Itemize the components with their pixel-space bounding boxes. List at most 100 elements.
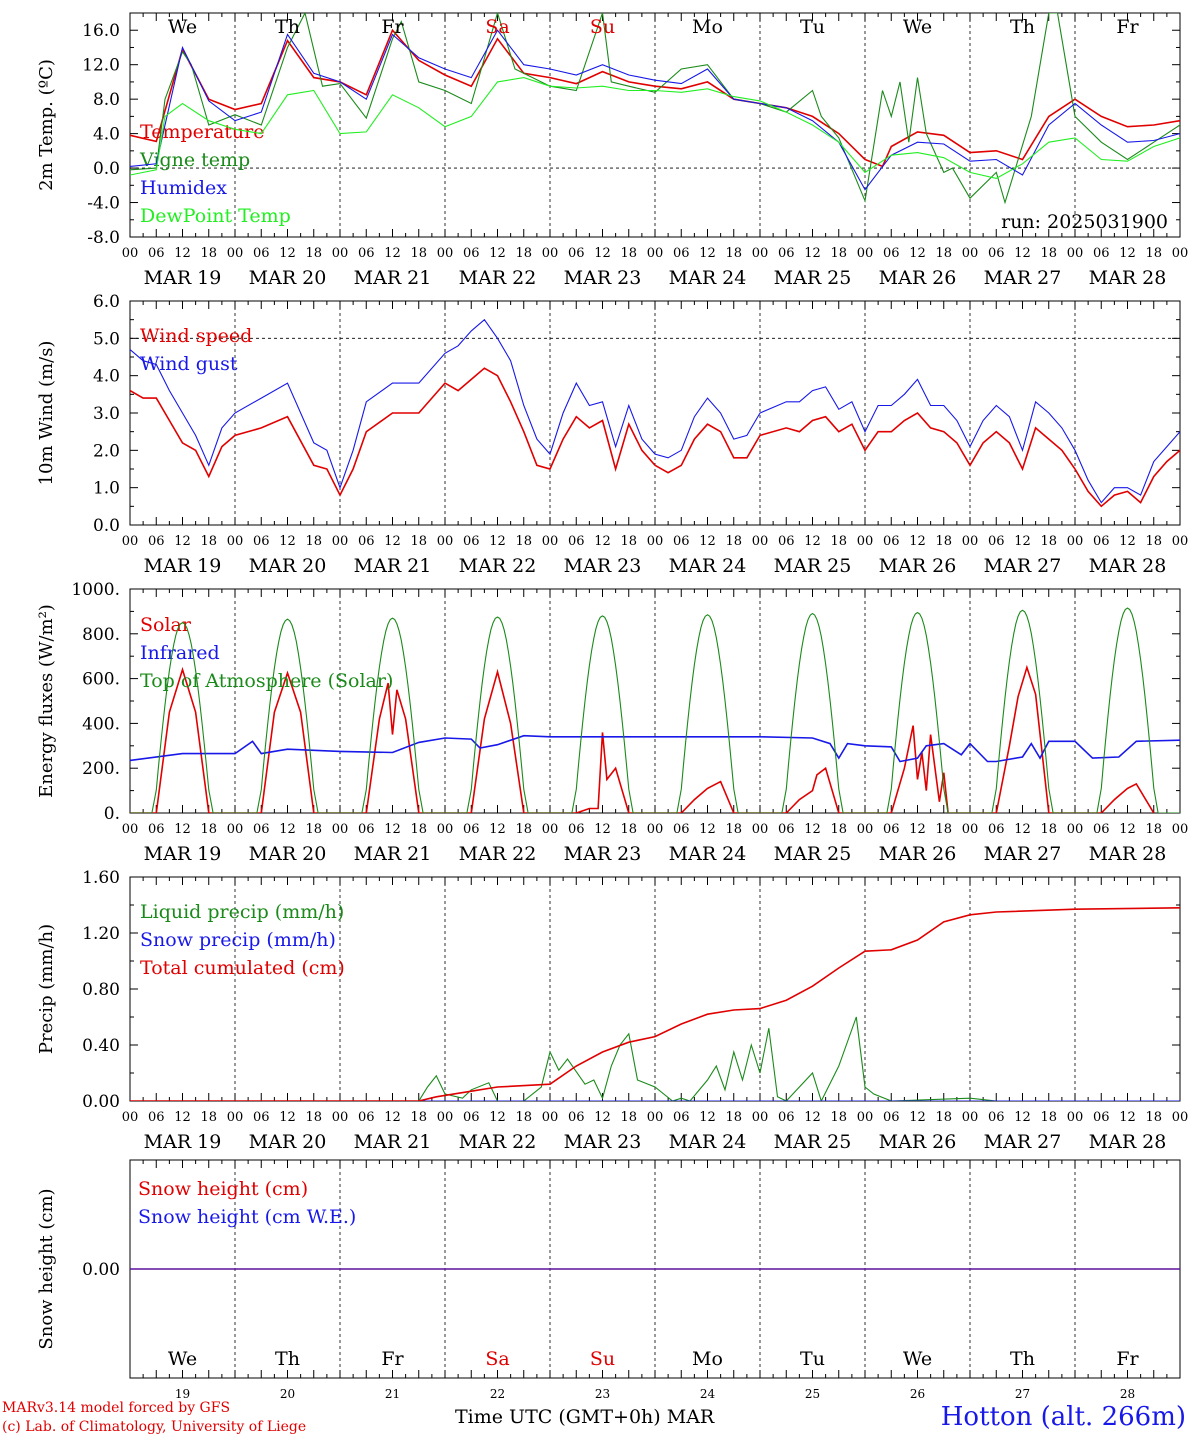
hour-tick-label: 06 bbox=[883, 534, 900, 549]
hour-tick-label: 18 bbox=[200, 822, 217, 837]
y-tick-label: 1.60 bbox=[82, 868, 120, 888]
legend-entry: Vigne temp bbox=[139, 149, 250, 171]
date-label: MAR 27 bbox=[984, 1131, 1062, 1153]
hour-tick-label: 00 bbox=[1067, 534, 1084, 549]
weekday-label: Sa bbox=[485, 16, 509, 38]
legend-entry: Solar bbox=[140, 614, 192, 636]
hour-tick-label: 18 bbox=[305, 822, 322, 837]
hour-tick-label: 06 bbox=[148, 534, 165, 549]
weekday-label: Fr bbox=[1116, 1348, 1139, 1370]
day-number-label: 21 bbox=[385, 1387, 400, 1401]
date-label: MAR 19 bbox=[144, 1131, 222, 1153]
hour-tick-label: 06 bbox=[673, 822, 690, 837]
hour-tick-label: 06 bbox=[463, 534, 480, 549]
hour-tick-label: 00 bbox=[647, 822, 664, 837]
hour-tick-label: 00 bbox=[122, 822, 139, 837]
day-number-label: 25 bbox=[805, 1387, 820, 1401]
hour-tick-label: 06 bbox=[568, 822, 585, 837]
hour-tick-label: 18 bbox=[830, 1110, 847, 1125]
hour-tick-label: 12 bbox=[384, 534, 401, 549]
day-number-label: 23 bbox=[595, 1387, 610, 1401]
hour-tick-label: 18 bbox=[200, 1110, 217, 1125]
weekday-label: Th bbox=[275, 16, 300, 38]
hour-tick-label: 12 bbox=[804, 534, 821, 549]
series-line-dewpoint-temp bbox=[130, 77, 1180, 179]
hour-tick-label: 06 bbox=[883, 822, 900, 837]
y-tick-label: 8.0 bbox=[93, 90, 120, 110]
weekday-label: Su bbox=[590, 1348, 615, 1370]
hour-tick-label: 12 bbox=[489, 534, 506, 549]
hour-tick-label: 12 bbox=[699, 1110, 716, 1125]
hour-tick-label: 00 bbox=[962, 246, 979, 261]
hour-tick-label: 18 bbox=[515, 246, 532, 261]
date-label: MAR 24 bbox=[669, 267, 747, 289]
hour-tick-label: 18 bbox=[515, 1110, 532, 1125]
date-label: MAR 28 bbox=[1089, 843, 1167, 865]
date-label: MAR 23 bbox=[564, 843, 642, 865]
day-number-label: 26 bbox=[910, 1387, 925, 1401]
hour-tick-label: 12 bbox=[1119, 1110, 1136, 1125]
hour-tick-label: 00 bbox=[1067, 246, 1084, 261]
hour-tick-label: 12 bbox=[174, 246, 191, 261]
weekday-label: We bbox=[903, 1348, 932, 1370]
hour-tick-label: 00 bbox=[1172, 534, 1189, 549]
weekday-label: Th bbox=[1010, 1348, 1035, 1370]
hour-tick-label: 12 bbox=[384, 822, 401, 837]
hour-tick-label: 00 bbox=[437, 1110, 454, 1125]
hour-tick-label: 06 bbox=[988, 534, 1005, 549]
legend-entry: Snow height (cm W.E.) bbox=[138, 1206, 356, 1228]
date-label: MAR 26 bbox=[879, 843, 957, 865]
hour-tick-label: 12 bbox=[594, 822, 611, 837]
date-label: MAR 26 bbox=[879, 555, 957, 577]
hour-tick-label: 18 bbox=[200, 534, 217, 549]
weekday-label: We bbox=[903, 16, 932, 38]
y-tick-label: 16.0 bbox=[82, 21, 120, 41]
panel-5: 0.00 Snow height (cm) Snow height (cm) Snow… bbox=[36, 1159, 1181, 1401]
hour-tick-label: 12 bbox=[489, 246, 506, 261]
hour-tick-label: 12 bbox=[279, 246, 296, 261]
hour-tick-label: 12 bbox=[489, 822, 506, 837]
legend-entry: Humidex bbox=[140, 177, 227, 199]
hour-tick-label: 18 bbox=[1040, 1110, 1057, 1125]
y-tick-label: 0.80 bbox=[82, 980, 120, 1000]
hour-tick-label: 00 bbox=[857, 822, 874, 837]
y-axis-title: Precip (mm/h) bbox=[36, 924, 57, 1054]
hour-tick-label: 06 bbox=[148, 822, 165, 837]
hour-tick-label: 06 bbox=[358, 246, 375, 261]
hour-tick-label: 00 bbox=[332, 246, 349, 261]
hour-tick-label: 06 bbox=[358, 822, 375, 837]
hour-tick-label: 00 bbox=[542, 534, 559, 549]
hour-tick-label: 06 bbox=[1093, 822, 1110, 837]
y-axis-title: Snow height (cm) bbox=[36, 1188, 57, 1349]
hour-tick-label: 00 bbox=[962, 822, 979, 837]
hour-tick-label: 18 bbox=[305, 1110, 322, 1125]
date-label: MAR 23 bbox=[564, 267, 642, 289]
weekday-label: Th bbox=[1010, 16, 1035, 38]
hour-tick-label: 06 bbox=[463, 246, 480, 261]
hour-tick-label: 12 bbox=[909, 534, 926, 549]
legend-entry: Temperature bbox=[140, 121, 264, 143]
legend-entry: Snow precip (mm/h) bbox=[140, 929, 336, 951]
y-tick-label: 12.0 bbox=[82, 56, 120, 76]
hour-tick-label: 12 bbox=[1014, 534, 1031, 549]
y-tick-label: 600. bbox=[82, 670, 120, 690]
hour-tick-label: 00 bbox=[122, 246, 139, 261]
hour-tick-label: 18 bbox=[935, 534, 952, 549]
hour-tick-label: 18 bbox=[725, 246, 742, 261]
x-axis-title: Time UTC (GMT+0h) MAR bbox=[455, 1406, 714, 1428]
series-line-liquid-precip-mm-h- bbox=[130, 1016, 1180, 1101]
y-axis-title: 10m Wind (m/s) bbox=[36, 341, 57, 486]
hour-tick-label: 12 bbox=[804, 822, 821, 837]
y-tick-label: 400. bbox=[82, 714, 120, 734]
legend-entry: DewPoint Temp bbox=[140, 205, 291, 227]
hour-tick-label: 06 bbox=[358, 534, 375, 549]
date-label: MAR 26 bbox=[879, 1131, 957, 1153]
legend-entry: Liquid precip (mm/h) bbox=[140, 901, 344, 923]
hour-tick-label: 12 bbox=[1014, 1110, 1031, 1125]
hour-tick-label: 06 bbox=[1093, 246, 1110, 261]
panel-2: 0.0 1.0 2.0 3.0 4.0 5.0 6.0 10m Wind (m/s) 00 06 1… bbox=[36, 292, 1189, 577]
date-label: MAR 22 bbox=[459, 1131, 537, 1153]
date-label: MAR 20 bbox=[249, 843, 327, 865]
weekday-label: We bbox=[168, 1348, 197, 1370]
